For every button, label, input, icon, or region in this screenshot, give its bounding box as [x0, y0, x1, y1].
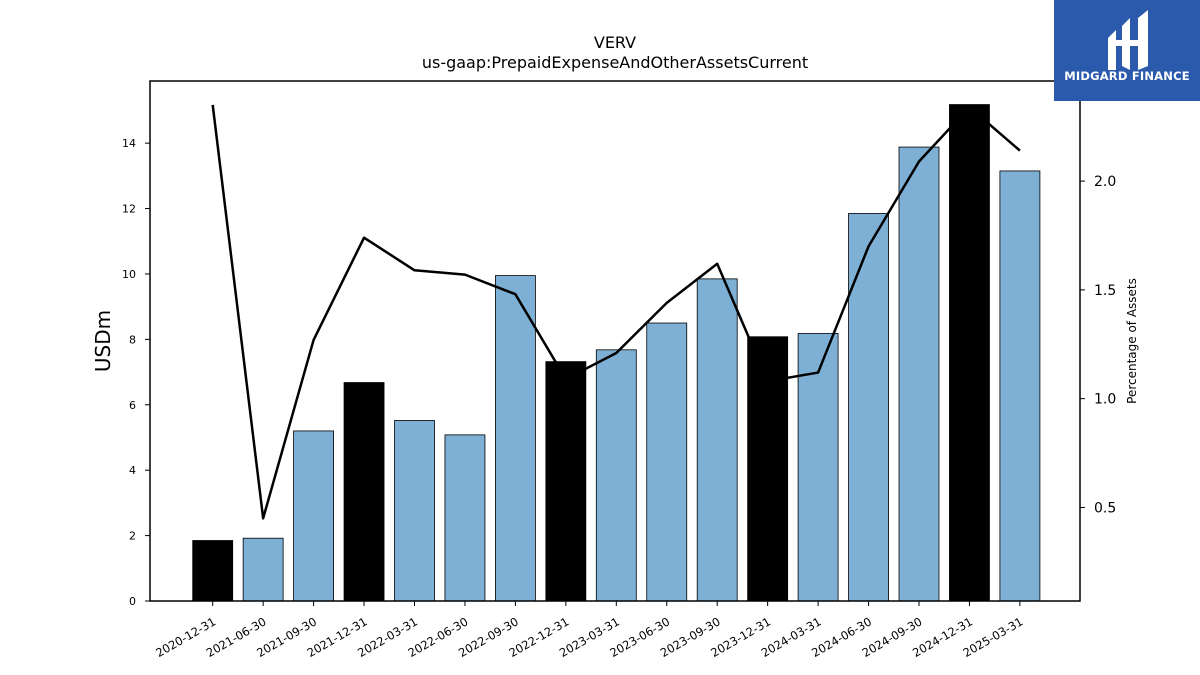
y2-tick-label: 2.0: [1094, 174, 1116, 190]
line-layer: [211, 104, 1021, 520]
bar: [797, 333, 839, 602]
bar: [545, 361, 587, 602]
series-line: [211, 104, 1021, 520]
y-tick-label: 12: [122, 203, 136, 216]
bar: [646, 322, 688, 602]
logo-text: MIDGARD FINANCE: [1064, 69, 1190, 83]
logo-mark-icon: [1108, 10, 1148, 70]
bar: [394, 420, 435, 602]
y-tick-label: 14: [122, 137, 136, 150]
y2-tick-label: 0.5: [1094, 500, 1116, 516]
bar: [293, 430, 335, 602]
bar: [949, 104, 990, 602]
y-axis-label: USDm: [91, 310, 115, 372]
y-tick-label: 4: [129, 464, 136, 477]
bar: [595, 349, 637, 602]
y-tick-label: 2: [129, 530, 136, 543]
bar: [747, 336, 789, 602]
bar: [343, 382, 385, 602]
chart-subtitle: us-gaap:PrepaidExpenseAndOtherAssetsCurr…: [422, 53, 808, 72]
bar: [444, 434, 486, 602]
plot-frame: [149, 80, 1081, 602]
y2-axis-label: Percentage of Assets: [1125, 278, 1139, 404]
y-tick-label: 0: [129, 595, 136, 608]
bars-layer: [192, 104, 1041, 602]
bar: [242, 537, 284, 602]
chart-title: VERV: [594, 33, 636, 52]
bar: [494, 275, 536, 602]
bar: [192, 540, 234, 602]
bar: [999, 170, 1041, 602]
y-tick-label: 10: [122, 268, 136, 281]
y2-tick-label: 1.0: [1094, 392, 1116, 408]
bar: [848, 213, 889, 602]
logo: MIDGARD FINANCE: [1054, 0, 1200, 101]
bar: [898, 146, 940, 602]
y2-tick-label: 1.5: [1094, 283, 1116, 299]
bar: [696, 278, 738, 602]
y-tick-label: 6: [129, 399, 136, 412]
y-tick-label: 8: [129, 333, 136, 346]
